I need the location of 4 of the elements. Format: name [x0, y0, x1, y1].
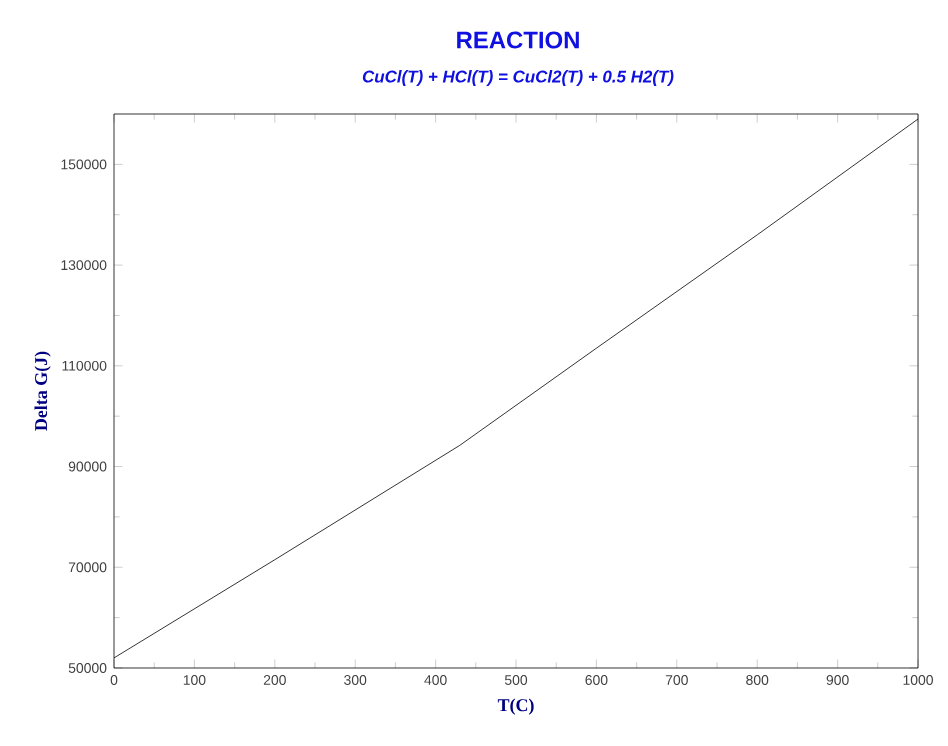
chart-subtitle: CuCl(T) + HCl(T) = CuCl2(T) + 0.5 H2(T): [362, 70, 674, 86]
y-axis-title: Delta G(J): [34, 351, 51, 431]
chart-title: REACTION: [457, 31, 579, 49]
x-axis-title: T(C): [497, 698, 534, 715]
